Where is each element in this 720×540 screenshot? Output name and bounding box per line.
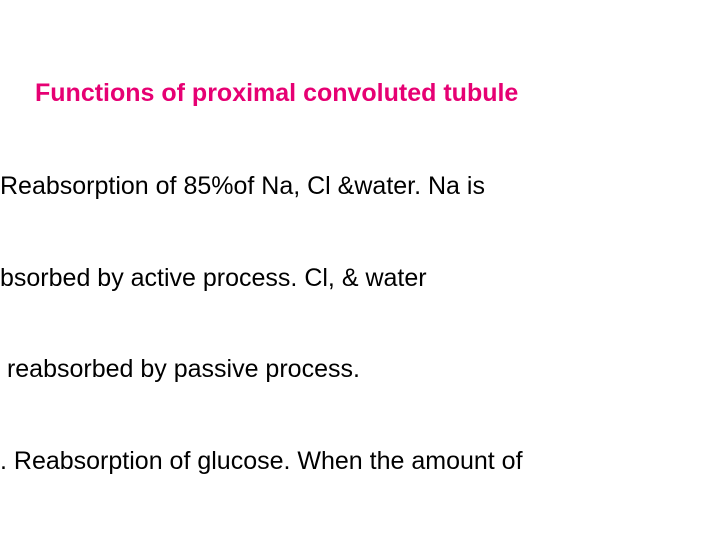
body-line: . Reabsorption of glucose. When the amou… (0, 446, 523, 477)
body-line: Reabsorption of 85%of Na, Cl &water. Na … (0, 171, 523, 202)
body-line: bsorbed by active process. Cl, & water (0, 263, 523, 294)
slide: Functions of proximal convoluted tubule … (0, 0, 720, 540)
slide-body: Reabsorption of 85%of Na, Cl &water. Na … (0, 110, 523, 540)
slide-title: Functions of proximal convoluted tubule (35, 78, 518, 108)
body-line: reabsorbed by passive process. (0, 354, 523, 385)
